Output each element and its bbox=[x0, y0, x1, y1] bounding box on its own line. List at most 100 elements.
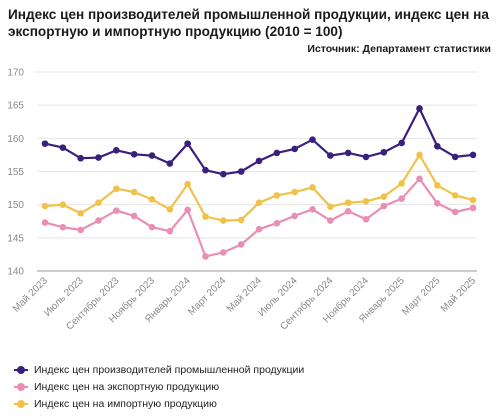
data-point bbox=[148, 196, 156, 203]
data-point bbox=[451, 208, 459, 216]
data-point bbox=[59, 201, 67, 208]
data-point bbox=[166, 206, 174, 213]
data-point bbox=[77, 226, 84, 234]
data-point bbox=[469, 196, 477, 204]
data-point bbox=[202, 213, 209, 220]
data-point bbox=[309, 206, 316, 213]
legend-item-2: Индекс цен на экспортную продукцию bbox=[14, 378, 304, 395]
y-tick-label: 150 bbox=[7, 200, 24, 211]
data-point bbox=[434, 182, 441, 189]
legend-dot bbox=[17, 365, 25, 374]
data-point bbox=[362, 198, 370, 205]
data-point bbox=[344, 199, 352, 206]
data-point bbox=[202, 253, 209, 260]
data-point bbox=[77, 154, 84, 162]
y-tick-label: 160 bbox=[7, 134, 24, 145]
data-point bbox=[255, 225, 263, 233]
legend-label: Индекс цен на импортную продукцию bbox=[34, 397, 217, 410]
data-point bbox=[184, 206, 191, 214]
data-point bbox=[327, 217, 334, 224]
data-point bbox=[434, 200, 441, 207]
data-point bbox=[469, 151, 477, 159]
legend-item-1: Индекс цен производителей промышленной п… bbox=[14, 361, 304, 378]
data-point bbox=[255, 199, 263, 206]
data-point bbox=[309, 136, 316, 143]
data-point bbox=[451, 192, 459, 199]
data-point bbox=[41, 140, 49, 147]
y-tick-label: 165 bbox=[7, 101, 24, 112]
data-point bbox=[95, 217, 102, 224]
series-line-3 bbox=[44, 153, 474, 222]
data-point bbox=[469, 204, 477, 212]
data-point bbox=[362, 153, 370, 161]
chart-source: Источник: Департамент статистики bbox=[307, 43, 491, 55]
data-point bbox=[273, 192, 281, 199]
data-point bbox=[255, 157, 263, 165]
data-point bbox=[344, 208, 352, 215]
data-point bbox=[202, 166, 209, 174]
series-line-1 bbox=[44, 107, 474, 176]
data-point bbox=[398, 139, 405, 147]
data-point bbox=[416, 105, 423, 112]
legend-marker bbox=[14, 365, 28, 374]
legend-label: Индекс цен производителей промышленной п… bbox=[34, 363, 305, 376]
data-point bbox=[220, 217, 227, 224]
data-point bbox=[166, 160, 174, 167]
data-point bbox=[113, 185, 120, 193]
data-point bbox=[416, 151, 423, 159]
data-point bbox=[148, 223, 156, 231]
legend-dot bbox=[17, 399, 25, 408]
legend-item-3: Индекс цен на импортную продукцию bbox=[14, 395, 304, 412]
data-point bbox=[416, 175, 423, 183]
series-line-2 bbox=[44, 177, 474, 258]
data-point bbox=[95, 154, 102, 161]
data-point bbox=[309, 184, 316, 191]
data-point bbox=[398, 180, 405, 187]
y-tick-label: 170 bbox=[7, 68, 24, 79]
data-point bbox=[237, 241, 245, 248]
data-point bbox=[237, 216, 245, 224]
x-tick-label: Май 2025 bbox=[439, 275, 479, 315]
data-point bbox=[451, 153, 459, 161]
data-point bbox=[77, 209, 84, 217]
data-point bbox=[362, 215, 370, 223]
data-point bbox=[380, 202, 388, 210]
data-point bbox=[166, 227, 174, 235]
data-point bbox=[130, 150, 138, 158]
chart-legend: Индекс цен производителей промышленной п… bbox=[14, 361, 304, 412]
data-point bbox=[113, 146, 120, 154]
data-point bbox=[148, 152, 156, 159]
data-point bbox=[273, 149, 281, 157]
data-point bbox=[291, 145, 298, 153]
data-point bbox=[59, 223, 67, 231]
data-point bbox=[220, 249, 227, 256]
legend-label: Индекс цен на экспортную продукцию bbox=[34, 380, 220, 393]
data-point bbox=[291, 188, 298, 196]
data-point bbox=[130, 212, 138, 220]
data-point bbox=[41, 219, 49, 226]
y-tick-label: 155 bbox=[7, 167, 24, 178]
data-point bbox=[273, 219, 281, 227]
y-tick-label: 145 bbox=[7, 233, 24, 244]
data-point bbox=[130, 188, 138, 196]
data-point bbox=[344, 149, 352, 157]
data-point bbox=[434, 142, 441, 150]
data-point bbox=[95, 199, 102, 206]
data-point bbox=[237, 168, 245, 175]
data-point bbox=[398, 195, 405, 202]
data-point bbox=[327, 152, 334, 159]
x-tick-label: Март 2025 bbox=[400, 275, 443, 318]
legend-marker bbox=[14, 399, 28, 408]
data-point bbox=[327, 203, 334, 210]
data-point bbox=[380, 148, 388, 156]
data-point bbox=[41, 202, 49, 210]
y-tick-label: 140 bbox=[7, 267, 24, 278]
data-point bbox=[291, 212, 298, 220]
data-point bbox=[59, 144, 67, 151]
legend-dot bbox=[17, 382, 25, 391]
chart-title: Индекс цен производителей промышленной п… bbox=[8, 7, 489, 39]
legend-marker bbox=[14, 382, 28, 391]
data-point bbox=[380, 193, 388, 201]
data-point bbox=[184, 140, 191, 147]
